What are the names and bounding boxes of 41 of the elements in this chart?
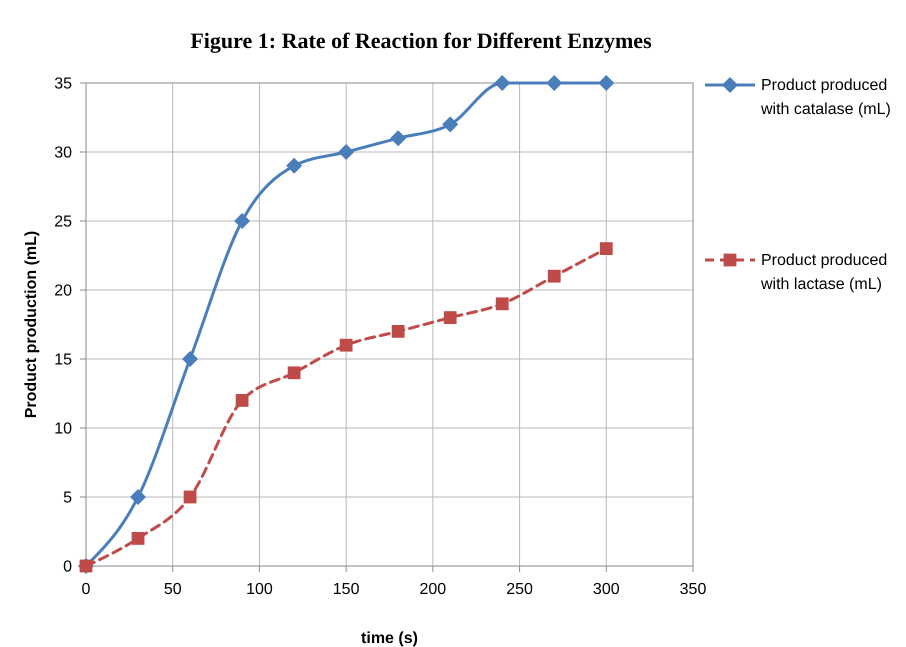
x-tick-label: 200: [420, 581, 446, 598]
point: [130, 489, 146, 505]
point: [598, 75, 614, 91]
point: [548, 270, 561, 283]
y-tick-label: 20: [54, 282, 72, 300]
point: [286, 158, 302, 174]
y-tick-label: 15: [54, 352, 72, 369]
y-tick-label: 30: [54, 144, 72, 162]
point: [546, 75, 562, 91]
y-axis-title: Product production (mL): [23, 230, 40, 418]
point: [184, 490, 196, 504]
y-tick-label: 35: [54, 76, 72, 93]
point: [132, 532, 144, 545]
point: [182, 351, 198, 367]
x-tick-label: 300: [592, 581, 620, 598]
x-tick-label: 250: [506, 581, 534, 598]
y-tick-label: 5: [63, 490, 72, 507]
point: [444, 311, 457, 324]
chart-title: Figure 1: Rate of Reaction for Different Enzymes: [190, 28, 652, 53]
y-tick-label: 0: [63, 558, 72, 576]
x-tick-label: 100: [246, 581, 273, 598]
point: [496, 297, 509, 310]
x-axis-title: time (s): [361, 630, 418, 647]
y-tick-label: 25: [54, 214, 72, 231]
x-tick-label: 350: [680, 581, 706, 598]
y-tick-label: 10: [54, 420, 72, 438]
point: [236, 394, 248, 407]
point: [390, 130, 406, 146]
x-tick-label: 50: [164, 581, 182, 598]
x-tick-label: 150: [332, 581, 360, 598]
legend-label: Product produced with lactase (mL): [760, 252, 888, 293]
point: [340, 338, 353, 352]
point: [494, 75, 510, 91]
x-tick-label: 0: [82, 581, 91, 598]
point: [234, 213, 250, 229]
point: [442, 116, 458, 132]
point: [600, 242, 613, 255]
legend-label: Product produced with catalase (mL): [760, 77, 891, 118]
point: [392, 325, 405, 338]
point: [288, 366, 301, 380]
point: [338, 144, 354, 160]
